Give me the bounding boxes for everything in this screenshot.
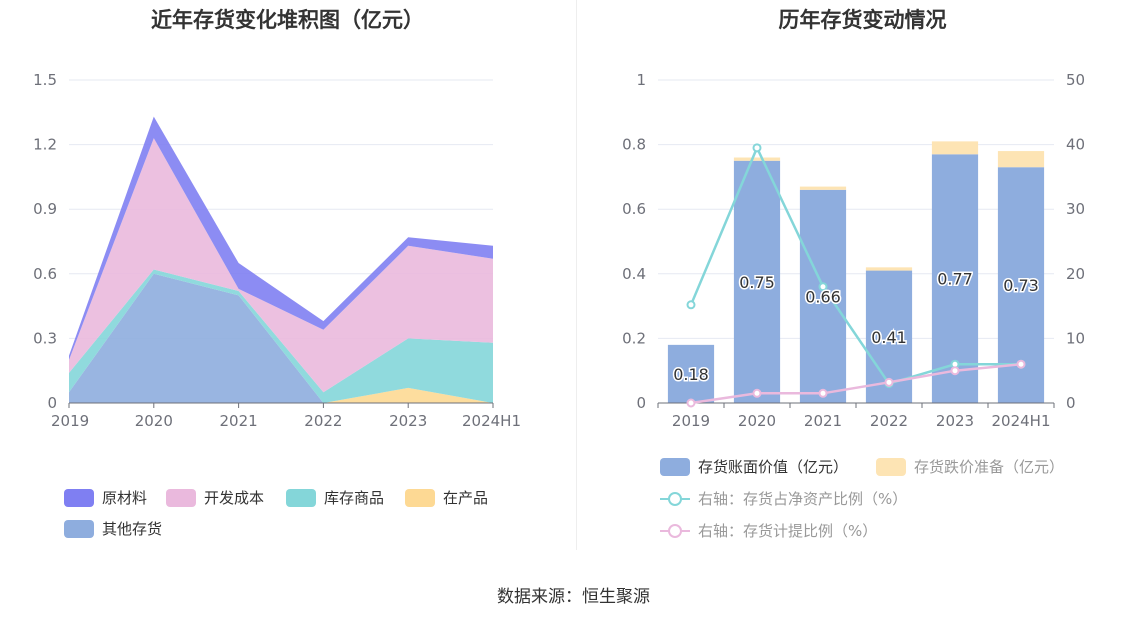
- y-tick-label: 1: [636, 71, 646, 89]
- bar-data-label: 0.77: [937, 270, 973, 289]
- y2-tick-label: 20: [1066, 265, 1085, 283]
- y-tick-label: 1.2: [33, 136, 57, 154]
- legend-label: 开发成本: [204, 489, 265, 507]
- legend-swatch: [64, 488, 94, 507]
- y-tick-label: 0: [636, 394, 646, 412]
- x-tick-label: 2023: [936, 412, 974, 430]
- bar-data-label: 0.41: [871, 328, 907, 347]
- bar--: [733, 157, 781, 161]
- legend-label: 存货账面价值（亿元）: [698, 458, 849, 476]
- y-tick-label: 0: [47, 394, 57, 412]
- legend-item[interactable]: 右轴：存货计提比例（%）: [660, 520, 877, 541]
- y-tick-label: 0.3: [33, 329, 57, 347]
- legend-swatch: [166, 488, 196, 507]
- line-point: [950, 366, 960, 376]
- bar--: [799, 186, 847, 190]
- bar--: [799, 189, 847, 403]
- x-tick-label: 2024H1: [992, 412, 1051, 430]
- line-point: [686, 300, 696, 310]
- area---series: [69, 116, 493, 360]
- bar--: [667, 344, 715, 403]
- x-tick-label: 2019: [672, 412, 710, 430]
- legend-item[interactable]: 原材料: [64, 487, 147, 508]
- x-tick-label: 2024H1: [462, 412, 521, 430]
- y2-tick-label: 40: [1066, 136, 1085, 154]
- bar-data-label: 0.75: [739, 273, 775, 292]
- legend-item[interactable]: 存货账面价值（亿元）: [660, 456, 848, 477]
- y2-tick-label: 10: [1066, 329, 1085, 347]
- legend-swatch: [660, 490, 690, 508]
- bar--: [997, 151, 1045, 168]
- x-tick-label: 2019: [51, 412, 89, 430]
- stacked-area-chart: 0 0.3 0.6 0.9 1.2 1.5 2019 2020 2021 2022 2023 2024…: [33, 71, 521, 430]
- legend-label: 右轴：存货计提比例（%）: [698, 522, 878, 540]
- area---series: [69, 138, 493, 393]
- legend-swatch: [64, 519, 94, 538]
- bar--: [931, 141, 979, 155]
- area---series: [69, 273, 493, 403]
- y-tick-label: 0.6: [33, 265, 57, 283]
- left-chart-title: 近年存货变化堆积图（亿元）: [151, 8, 424, 32]
- x-tick-label: 2020: [135, 412, 173, 430]
- y-tick-label: 0.4: [622, 265, 646, 283]
- legend-item[interactable]: 其他存货: [64, 518, 162, 539]
- x-tick-label: 2022: [870, 412, 908, 430]
- bar-line-panel: 历年存货变动情况 0 0.2 0.4 0.6 0.8 1 0 10 20 30 40 50 2019 20…: [578, 0, 1147, 550]
- area---series: [69, 269, 493, 403]
- legend-label: 存货跌价准备（亿元）: [914, 458, 1065, 476]
- y-tick-label: 0.9: [33, 200, 57, 218]
- y2-tick-label: 50: [1066, 71, 1085, 89]
- line-point: [686, 398, 696, 408]
- bar-data-label: 0.73: [1003, 276, 1039, 295]
- line-point: [752, 388, 762, 398]
- bar--: [865, 267, 913, 271]
- bar-data-label: 0.66: [805, 287, 841, 306]
- legend-label: 原材料: [102, 489, 148, 507]
- line--: [690, 362, 1022, 405]
- legend-item[interactable]: 右轴：存货占净资产比例（%）: [660, 488, 907, 509]
- line-point: [1016, 359, 1026, 369]
- right-chart-title: 历年存货变动情况: [778, 8, 947, 32]
- x-tick-label: 2021: [220, 412, 258, 430]
- legend-label: 在产品: [443, 489, 489, 507]
- legend-item[interactable]: 开发成本: [166, 487, 264, 508]
- legend-swatch: [660, 522, 690, 540]
- x-tick-label: 2021: [804, 412, 842, 430]
- y2-tick-label: 0: [1066, 394, 1076, 412]
- legend-label: 其他存货: [102, 520, 163, 538]
- legend-swatch: [286, 488, 316, 507]
- x-tick-label: 2022: [304, 412, 342, 430]
- line-point: [818, 282, 828, 292]
- bar-data-label: 0.18: [673, 365, 709, 384]
- bar--: [733, 160, 781, 403]
- line--: [689, 144, 1021, 386]
- legend-swatch: [405, 488, 435, 507]
- line-point: [818, 388, 828, 398]
- y-tick-label: 0.2: [622, 329, 646, 347]
- y2-tick-label: 30: [1066, 200, 1085, 218]
- y-tick-label: 0.6: [622, 200, 646, 218]
- legend-swatch: [660, 457, 690, 476]
- line-point: [884, 377, 894, 387]
- data-source: 数据来源：恒生聚源: [497, 587, 650, 607]
- line-point: [752, 143, 762, 153]
- x-tick-label: 2023: [389, 412, 427, 430]
- y-tick-label: 1.5: [33, 71, 57, 89]
- stacked-area-panel: 近年存货变化堆积图（亿元） 0 0.3 0.6 0.9 1.2 1.5 2019 2020 20…: [0, 0, 575, 550]
- panel-divider: [576, 0, 577, 550]
- legend-item[interactable]: 在产品: [405, 487, 488, 508]
- legend-label: 右轴：存货占净资产比例（%）: [698, 490, 908, 508]
- legend-label: 库存商品: [324, 489, 385, 507]
- legend-swatch: [876, 457, 906, 476]
- legend-item[interactable]: 库存商品: [286, 487, 384, 508]
- legend-item[interactable]: 存货跌价准备（亿元）: [876, 456, 1064, 477]
- y-tick-label: 0.8: [622, 136, 646, 154]
- x-tick-label: 2020: [738, 412, 776, 430]
